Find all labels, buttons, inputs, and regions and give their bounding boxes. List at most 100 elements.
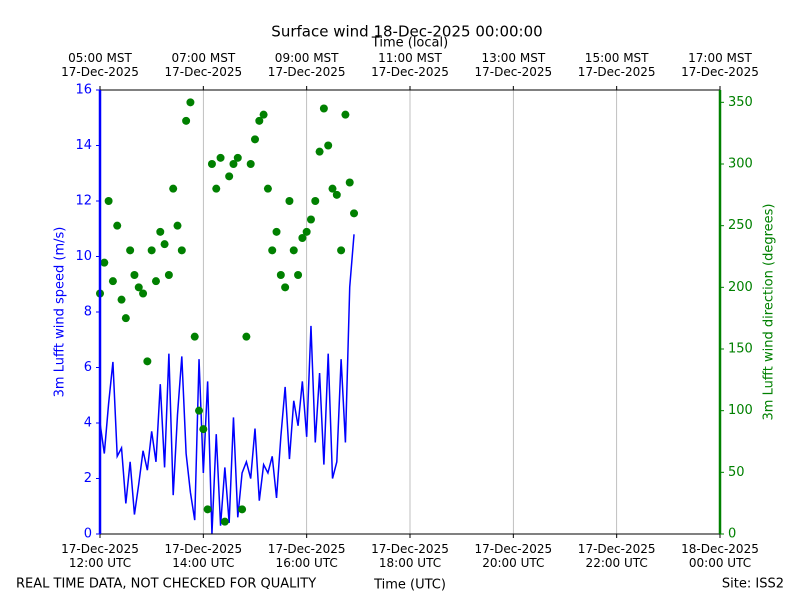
- y2-tick-label: 50: [728, 465, 745, 480]
- y-tick-label: 14: [75, 138, 92, 153]
- direction-point: [294, 271, 303, 279]
- direction-point: [173, 221, 182, 230]
- direction-point: [345, 178, 354, 187]
- y-tick-label: 0: [84, 527, 92, 542]
- direction-point: [117, 295, 126, 304]
- site-label: Site: ISS2: [722, 577, 784, 592]
- direction-point: [203, 505, 212, 514]
- direction-point: [242, 332, 251, 341]
- x2-tick-label: 15:00 MST 17-Dec-2025: [577, 51, 656, 79]
- direction-point: [134, 283, 143, 292]
- direction-point: [272, 227, 281, 236]
- x-tick-label: 17-Dec-2025 20:00 UTC: [474, 542, 553, 570]
- direction-point: [328, 184, 337, 193]
- direction-point: [156, 227, 165, 236]
- direction-point: [341, 110, 350, 119]
- direction-point: [207, 160, 216, 168]
- direction-point: [332, 190, 341, 199]
- direction-point: [177, 246, 186, 255]
- direction-point: [238, 505, 247, 514]
- x-tick-label: 17-Dec-2025 16:00 UTC: [267, 542, 346, 570]
- direction-point: [143, 357, 152, 366]
- y-tick-label: 10: [75, 249, 92, 264]
- x2-tick-label: 11:00 MST 17-Dec-2025: [371, 51, 449, 79]
- direction-point: [182, 116, 191, 125]
- direction-point: [139, 289, 148, 298]
- x2-tick-label: 13:00 MST 17-Dec-2025: [474, 51, 553, 79]
- direction-point: [281, 283, 290, 292]
- direction-point: [263, 184, 272, 193]
- direction-point: [212, 184, 221, 193]
- y-tick-label: 12: [75, 194, 92, 209]
- direction-point: [315, 147, 324, 156]
- x-tick-label: 18-Dec-2025 00:00 UTC: [681, 542, 759, 570]
- direction-point: [302, 227, 311, 236]
- direction-point: [147, 246, 156, 255]
- direction-point: [126, 246, 135, 255]
- x-axis-label: Time (UTC): [373, 578, 446, 593]
- direction-point: [160, 240, 169, 249]
- y2-tick-label: 350: [728, 95, 753, 110]
- direction-point: [306, 215, 315, 224]
- direction-point: [229, 160, 238, 168]
- y-tick-label: 8: [84, 305, 92, 320]
- x2-tick-label: 09:00 MST 17-Dec-2025: [267, 51, 346, 79]
- direction-point: [195, 406, 204, 415]
- direction-point: [199, 425, 208, 434]
- y2-tick-label: 100: [728, 403, 753, 418]
- direction-point: [164, 271, 173, 279]
- footnote: REAL TIME DATA, NOT CHECKED FOR QUALITY: [16, 577, 316, 592]
- x2-tick-label: 05:00 MST 17-Dec-2025: [61, 51, 139, 79]
- direction-point: [151, 277, 160, 286]
- x2-tick-label: 07:00 MST 17-Dec-2025: [164, 51, 243, 79]
- direction-point: [220, 517, 229, 526]
- direction-point: [319, 104, 328, 113]
- direction-point: [289, 246, 298, 255]
- direction-point: [268, 246, 277, 255]
- y-axis-label: 3m Lufft wind speed (m/s): [53, 227, 68, 398]
- y2-tick-label: 0: [728, 527, 736, 542]
- x2-axis-label: Time (local): [371, 36, 448, 51]
- x-tick-label: 17-Dec-2025 18:00 UTC: [371, 542, 449, 570]
- direction-point: [216, 153, 225, 162]
- y2-tick-label: 200: [728, 280, 753, 295]
- direction-point: [324, 141, 333, 150]
- direction-point: [121, 314, 130, 323]
- direction-point: [100, 258, 109, 267]
- direction-point: [130, 271, 139, 279]
- direction-point: [255, 116, 264, 125]
- direction-point: [276, 271, 285, 279]
- direction-point: [311, 197, 320, 205]
- x-tick-label: 17-Dec-2025 22:00 UTC: [577, 542, 656, 570]
- direction-point: [259, 110, 268, 119]
- direction-point: [190, 332, 199, 341]
- direction-point: [251, 135, 259, 144]
- y-tick-label: 2: [84, 471, 92, 486]
- direction-point: [285, 197, 294, 205]
- y-tick-label: 4: [84, 416, 92, 431]
- direction-point: [233, 153, 242, 162]
- x2-tick-label: 17:00 MST 17-Dec-2025: [681, 51, 759, 79]
- y2-tick-label: 300: [728, 157, 753, 172]
- y2-tick-label: 150: [728, 342, 753, 357]
- direction-point: [108, 277, 117, 286]
- x-tick-label: 17-Dec-2025 14:00 UTC: [164, 542, 243, 570]
- y2-axis-label: 3m Lufft wind direction (degrees): [762, 204, 777, 421]
- speed-line: [99, 234, 355, 535]
- direction-point: [225, 172, 234, 181]
- direction-point: [169, 184, 178, 193]
- direction-point: [113, 221, 122, 230]
- chart-title: Surface wind 18-Dec-2025 00:00:00: [271, 23, 542, 41]
- direction-point: [337, 246, 346, 255]
- direction-point: [186, 98, 195, 107]
- direction-point: [298, 234, 307, 242]
- y2-tick-label: 250: [728, 218, 753, 233]
- direction-point: [104, 197, 113, 205]
- direction-point: [246, 160, 255, 168]
- y-tick-label: 6: [84, 360, 92, 375]
- x-tick-label: 17-Dec-2025 12:00 UTC: [61, 542, 139, 570]
- direction-point: [350, 209, 359, 218]
- y-tick-label: 16: [75, 83, 92, 98]
